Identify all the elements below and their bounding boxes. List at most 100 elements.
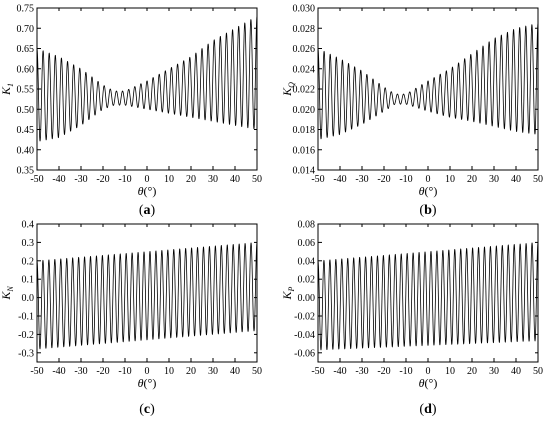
x-axis-unit: (°) [425,376,438,390]
y-tick-label: 0.06 [298,238,316,249]
y-tick-label: 0.4 [22,220,35,231]
y-tick-label: 0.02 [298,275,316,286]
chart-panel-d: -50 -40 -30 -20 -10 0 10 20 30 40 50 -0.06 -0.04 -0.0… [280,220,543,418]
x-axis-symbol: θ [419,184,425,198]
y-tick-label: 0.020 [293,105,316,116]
y-tick-label: 0.04 [298,256,316,267]
y-tick-label: 0.016 [293,145,316,156]
x-tick-label: -50 [30,174,43,185]
y-axis-label: KN [0,286,15,301]
x-tick-label: 0 [145,174,150,185]
y-axis-symbol: K [280,87,294,97]
panel-caption-open: ( [419,203,424,218]
x-tick-label: -20 [96,366,109,377]
panel-letter: b [424,203,432,218]
x-axis-label: θ(°) [419,184,438,198]
x-tick-label: -30 [74,174,87,185]
y-tick-label: -0.04 [294,330,315,341]
y-tick-label: 0.08 [298,220,316,231]
x-tick-label: -40 [52,366,65,377]
x-axis-label: θ(°) [138,184,157,198]
x-tick-label: 20 [467,174,477,185]
y-tick-label: 0.50 [17,105,35,116]
panel-letter: c [144,402,150,417]
x-tick-label: 50 [252,174,262,185]
y-axis-subscript: N [6,286,15,293]
x-axis-unit: (°) [144,376,157,390]
x-tick-label: 10 [164,366,174,377]
y-tick-label: 0.018 [293,125,316,136]
y-tick-label: 0.65 [17,44,35,55]
x-axis-symbol: θ [138,184,144,198]
x-tick-label: -10 [399,174,412,185]
x-tick-label: 20 [186,366,196,377]
panel-caption-close: ) [432,402,437,417]
y-tick-label: -0.3 [18,348,34,359]
x-tick-label: 50 [252,366,262,377]
y-tick-label: 0.40 [17,145,35,156]
y-tick-label: 0.014 [293,166,316,177]
x-tick-label: -10 [399,366,412,377]
y-tick-label: -0.02 [294,312,315,323]
x-tick-label: -20 [377,174,390,185]
x-tick-label: 40 [230,366,240,377]
panel-caption-close: ) [150,402,155,417]
panel-letter: a [144,203,151,218]
x-tick-label: -30 [355,366,368,377]
x-tick-label: 40 [511,366,521,377]
y-axis-symbol: K [0,291,13,301]
x-tick-label: -20 [96,174,109,185]
y-axis-label: KP [280,286,296,300]
x-tick-label: -20 [377,366,390,377]
y-tick-label: 0.1 [22,275,35,286]
y-tick-label: -0.06 [294,348,315,359]
x-axis-symbol: θ [138,376,144,390]
x-tick-label: -40 [52,174,65,185]
panel-caption-open: ( [419,402,424,417]
plot-frame [317,7,539,171]
x-tick-label: 10 [445,366,455,377]
y-tick-label: 0.026 [293,44,316,55]
panel-caption: (c) [139,402,155,417]
x-axis-label: θ(°) [138,376,157,390]
panel-caption-close: ) [151,203,156,218]
x-tick-label: 0 [145,366,150,377]
y-tick-label: 0.0 [22,293,35,304]
x-tick-label: 30 [208,366,218,377]
x-tick-label: 10 [164,174,174,185]
x-tick-label: 40 [511,174,521,185]
x-tick-label: -40 [333,366,346,377]
y-tick-label: 0.2 [22,256,35,267]
series-line-0 [36,16,258,142]
x-tick-label: 30 [489,366,499,377]
panel-caption-close: ) [432,203,437,218]
x-tick-label: 0 [426,366,431,377]
y-tick-label: 0.70 [17,24,35,35]
y-axis-subscript: P [287,286,296,292]
x-axis-unit: (°) [144,184,157,198]
x-tick-label: 40 [230,174,240,185]
y-axis-symbol: K [280,290,294,300]
x-axis-symbol: θ [419,376,425,390]
x-tick-label: -10 [118,366,131,377]
y-tick-label: 0.75 [17,4,35,15]
x-axis-label: θ(°) [419,376,438,390]
panel-letter: d [424,402,432,417]
series-line-0 [317,23,539,140]
y-tick-label: 0.028 [293,24,316,35]
x-tick-label: -40 [333,174,346,185]
chart-panel-c: -50 -40 -30 -20 -10 0 10 20 30 40 50 -0.3 -0.2 -0.1 0.… [0,220,262,418]
panel-caption: (a) [139,203,156,218]
y-tick-label: 0.024 [293,64,316,75]
y-tick-label: -0.1 [18,312,34,323]
y-tick-label: 0.45 [17,125,35,136]
x-tick-label: 30 [208,174,218,185]
chart-panel-a: -50 -40 -30 -20 -10 0 10 20 30 40 50 0.35 0.40 0.45 0.… [0,4,262,219]
x-tick-label: -50 [311,174,324,185]
plot-frame [36,7,258,171]
panel-caption: (b) [419,203,436,218]
y-axis-symbol: K [0,86,13,96]
x-axis-unit: (°) [425,184,438,198]
panel-caption-open: ( [139,203,144,218]
